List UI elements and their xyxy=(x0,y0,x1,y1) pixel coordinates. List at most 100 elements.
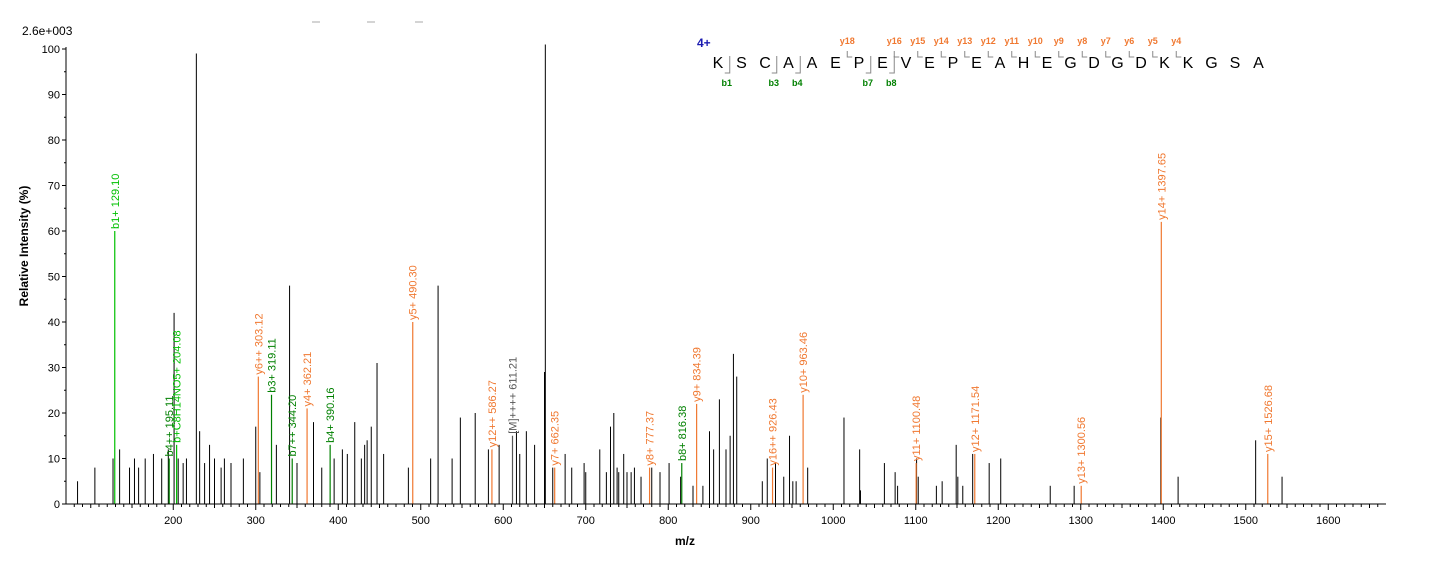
x-tick-label: 400 xyxy=(329,515,347,527)
y-fragment-bracket xyxy=(1152,51,1158,58)
b-fragment-bracket xyxy=(795,56,801,74)
peak-label: y14+ 1397.65 xyxy=(1156,153,1168,220)
y-fragment-label: y7 xyxy=(1101,36,1111,46)
peak-label: y13+ 1300.56 xyxy=(1076,417,1088,484)
peak-label: [M]++++ 611.21 xyxy=(507,357,519,434)
sequence-residue: G xyxy=(1111,55,1123,72)
y-tick-label: 40 xyxy=(48,317,60,329)
peak-label: y10+ 963.46 xyxy=(798,332,810,393)
sequence-residue: H xyxy=(1018,55,1030,72)
sequence-residue: A xyxy=(995,55,1006,72)
b-fragment-bracket xyxy=(865,56,872,74)
y-tick-label: 70 xyxy=(48,181,60,193)
x-tick-label: 1300 xyxy=(1069,515,1093,527)
y-fragment-label: y4 xyxy=(1171,36,1181,46)
y-fragment-label: y18 xyxy=(840,36,855,46)
peak-label: y11+ 1100.48 xyxy=(911,396,923,461)
peak-label: b3+ 319.11 xyxy=(267,338,279,393)
x-tick-label: 800 xyxy=(659,515,677,527)
x-tick-label: 500 xyxy=(412,515,430,527)
x-tick-label: 1200 xyxy=(986,515,1010,527)
y-fragment-label: y13 xyxy=(957,36,972,46)
y-tick-label: 0 xyxy=(54,499,60,511)
peak-label: y12++ 586.27 xyxy=(487,380,499,447)
y-tick-label: 20 xyxy=(48,408,60,420)
intensity-scale-label: 2.6e+003 xyxy=(22,24,73,38)
y-tick-label: 90 xyxy=(48,90,60,102)
y-fragment-label: y10 xyxy=(1028,36,1043,46)
y-fragment-label: y16 xyxy=(887,36,902,46)
x-tick-label: 300 xyxy=(247,515,265,527)
y-fragment-label: y8 xyxy=(1077,36,1087,46)
y-fragment-bracket xyxy=(1175,51,1182,58)
sequence-residue: A xyxy=(807,55,818,72)
peak-label: y8+ 777.37 xyxy=(645,411,657,466)
b-fragment-label: b4 xyxy=(792,78,803,88)
y-axis-title: Relative Intensity (%) xyxy=(17,186,31,307)
b-fragment-bracket xyxy=(889,56,895,74)
y-fragment-label: y12 xyxy=(981,36,996,46)
y-fragment-bracket xyxy=(893,51,900,58)
y-fragment-bracket xyxy=(964,51,970,58)
sequence-residue: A xyxy=(783,55,794,72)
annotated-peaks: b1+ 129.10 b4++ 195.11b+C8H14NO5+ 204.08 y… xyxy=(110,153,1275,504)
sequence-residue: E xyxy=(971,55,982,72)
sequence-residue: S xyxy=(1230,55,1241,72)
peak-label: b4+ 390.16 xyxy=(325,387,337,442)
peak-label: y12+ 1171.54 xyxy=(970,386,982,452)
peak-bars xyxy=(77,44,1283,504)
sequence-residue: V xyxy=(901,55,912,72)
y-fragment-bracket xyxy=(1011,51,1017,58)
y-fragment-bracket xyxy=(846,51,853,58)
y-fragment-label: y6 xyxy=(1124,36,1134,46)
y-fragment-bracket xyxy=(1128,51,1135,58)
sequence-residue: K xyxy=(713,55,724,72)
x-tick-label: 700 xyxy=(577,515,595,527)
x-tick-label: 200 xyxy=(164,515,182,527)
sequence-residue: K xyxy=(1159,55,1170,72)
y-axis: 0 10 20 30 40 50 60 70 80 90 100 xyxy=(42,44,66,511)
precursor-charge: 4+ xyxy=(697,36,711,50)
y-fragment-label: y11 xyxy=(1004,36,1019,46)
y-fragment-bracket xyxy=(1034,51,1041,58)
sequence-residue: P xyxy=(854,55,865,72)
peak-label: b8+ 816.38 xyxy=(677,406,689,461)
y-fragment-bracket xyxy=(1058,51,1064,58)
sequence-residue: P xyxy=(948,55,959,72)
y-fragment-label: y9 xyxy=(1054,36,1064,46)
y-fragment-label: y14 xyxy=(934,36,949,46)
y-fragment-label: y15 xyxy=(910,36,925,46)
sequence-residue: E xyxy=(830,55,841,72)
y-fragment-bracket xyxy=(917,51,923,58)
x-tick-label: 1400 xyxy=(1151,515,1175,527)
peak-label: y7+ 662.35 xyxy=(550,411,562,466)
y-fragment-label: y5 xyxy=(1148,36,1158,46)
x-tick-label: 600 xyxy=(494,515,512,527)
sequence-residue: C xyxy=(759,55,771,72)
b-fragment-bracket xyxy=(724,56,731,74)
y-fragment-bracket xyxy=(940,51,947,58)
x-axis-title: m/z xyxy=(675,534,695,548)
peak-label: y16++ 926.43 xyxy=(768,398,780,465)
y-fragment-bracket xyxy=(1081,51,1088,58)
b-fragment-label: b1 xyxy=(721,78,732,88)
peak-label: y9+ 834.39 xyxy=(692,347,704,402)
peak-label: y6++ 303.12 xyxy=(253,313,265,374)
peak-label: y15+ 1526.68 xyxy=(1263,385,1275,452)
x-tick-label: 1000 xyxy=(821,515,845,527)
x-tick-label: 1500 xyxy=(1234,515,1258,527)
b-fragment-bracket xyxy=(771,56,778,74)
peak-label: y4+ 362.21 xyxy=(302,352,314,407)
sequence-residue: G xyxy=(1205,55,1217,72)
y-fragment-bracket xyxy=(1105,51,1111,58)
sequence-residue: E xyxy=(877,55,888,72)
x-axis: 200 300 400 500 600 700 800 900 1000 1100 1200 1300… xyxy=(73,504,1379,527)
peak-label: y5+ 490.30 xyxy=(408,265,420,320)
sequence-residue: S xyxy=(736,55,747,72)
y-tick-label: 10 xyxy=(48,454,60,466)
y-tick-label: 100 xyxy=(42,44,60,56)
y-tick-label: 30 xyxy=(48,363,60,375)
sequence-residue: A xyxy=(1253,55,1264,72)
